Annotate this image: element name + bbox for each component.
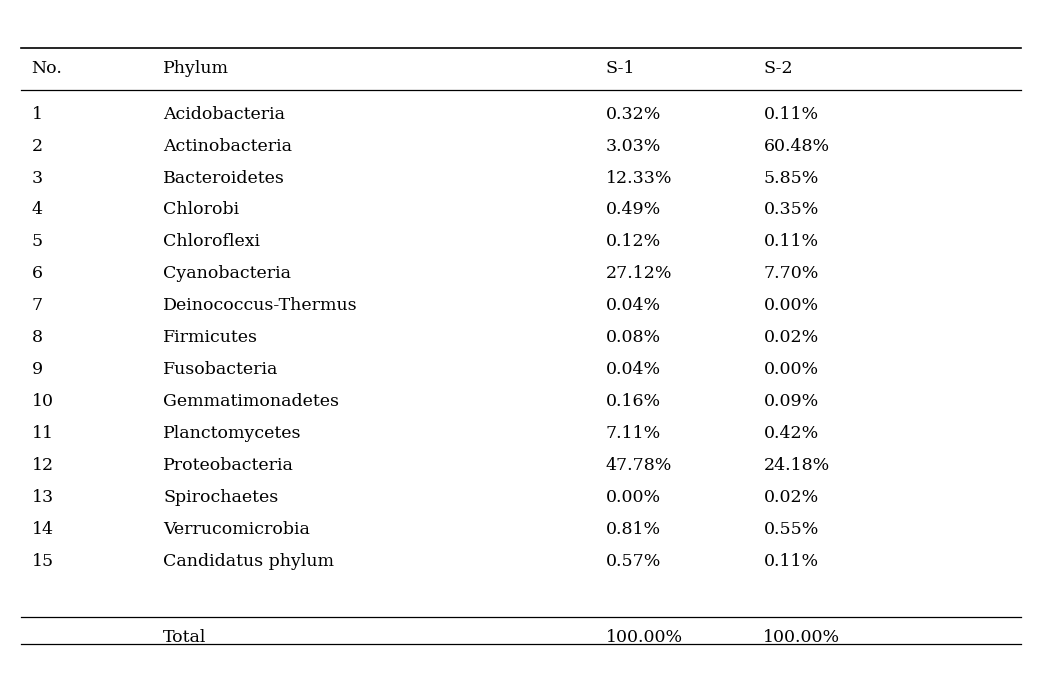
Text: 7: 7 (32, 298, 43, 314)
Text: 0.08%: 0.08% (605, 329, 660, 346)
Text: Fusobacteria: Fusobacteria (163, 361, 279, 378)
Text: 0.04%: 0.04% (605, 298, 660, 314)
Text: 5.85%: 5.85% (763, 170, 819, 187)
Text: Candidatus phylum: Candidatus phylum (163, 553, 334, 570)
Text: 2: 2 (32, 137, 43, 155)
Text: 5: 5 (32, 233, 43, 250)
Text: 0.55%: 0.55% (763, 521, 819, 538)
Text: 14: 14 (32, 521, 54, 538)
Text: 0.00%: 0.00% (605, 489, 660, 505)
Text: 12.33%: 12.33% (605, 170, 672, 187)
Text: Chlorobi: Chlorobi (163, 202, 239, 218)
Text: Spirochaetes: Spirochaetes (163, 489, 278, 505)
Text: Planctomycetes: Planctomycetes (163, 425, 302, 442)
Text: 0.81%: 0.81% (605, 521, 660, 538)
Text: 0.57%: 0.57% (605, 553, 661, 570)
Text: Total: Total (163, 629, 206, 646)
Text: 0.00%: 0.00% (763, 298, 818, 314)
Text: 12: 12 (32, 457, 54, 474)
Text: 100.00%: 100.00% (763, 629, 840, 646)
Text: 47.78%: 47.78% (605, 457, 672, 474)
Text: 9: 9 (32, 361, 43, 378)
Text: Firmicutes: Firmicutes (163, 329, 258, 346)
Text: Verrucomicrobia: Verrucomicrobia (163, 521, 310, 538)
Text: 0.42%: 0.42% (763, 425, 818, 442)
Text: 0.32%: 0.32% (605, 106, 661, 122)
Text: S-1: S-1 (605, 60, 635, 77)
Text: 0.00%: 0.00% (763, 361, 818, 378)
Text: 3: 3 (32, 170, 43, 187)
Text: Gemmatimonadetes: Gemmatimonadetes (163, 393, 339, 410)
Text: Deinococcus-Thermus: Deinococcus-Thermus (163, 298, 358, 314)
Text: 0.11%: 0.11% (763, 106, 818, 122)
Text: Actinobacteria: Actinobacteria (163, 137, 293, 155)
Text: 7.11%: 7.11% (605, 425, 660, 442)
Text: 0.04%: 0.04% (605, 361, 660, 378)
Text: S-2: S-2 (763, 60, 793, 77)
Text: 6: 6 (32, 265, 42, 282)
Text: Cyanobacteria: Cyanobacteria (163, 265, 292, 282)
Text: 0.12%: 0.12% (605, 233, 660, 250)
Text: 0.09%: 0.09% (763, 393, 818, 410)
Text: 100.00%: 100.00% (605, 629, 682, 646)
Text: Chloroflexi: Chloroflexi (163, 233, 260, 250)
Text: 4: 4 (32, 202, 42, 218)
Text: 7.70%: 7.70% (763, 265, 819, 282)
Text: Acidobacteria: Acidobacteria (163, 106, 285, 122)
Text: 0.02%: 0.02% (763, 489, 818, 505)
Text: 0.11%: 0.11% (763, 233, 818, 250)
Text: 0.49%: 0.49% (605, 202, 660, 218)
Text: 0.16%: 0.16% (605, 393, 660, 410)
Text: No.: No. (32, 60, 62, 77)
Text: Proteobacteria: Proteobacteria (163, 457, 294, 474)
Text: 3.03%: 3.03% (605, 137, 661, 155)
Text: 60.48%: 60.48% (763, 137, 830, 155)
Text: Phylum: Phylum (163, 60, 230, 77)
Text: 8: 8 (32, 329, 42, 346)
Text: 11: 11 (32, 425, 54, 442)
Text: 0.11%: 0.11% (763, 553, 818, 570)
Text: 1: 1 (32, 106, 42, 122)
Text: 13: 13 (32, 489, 54, 505)
Text: 0.35%: 0.35% (763, 202, 819, 218)
Text: 10: 10 (32, 393, 54, 410)
Text: Bacteroidetes: Bacteroidetes (163, 170, 285, 187)
Text: 0.02%: 0.02% (763, 329, 818, 346)
Text: 15: 15 (32, 553, 54, 570)
Text: 27.12%: 27.12% (605, 265, 672, 282)
Text: 24.18%: 24.18% (763, 457, 830, 474)
